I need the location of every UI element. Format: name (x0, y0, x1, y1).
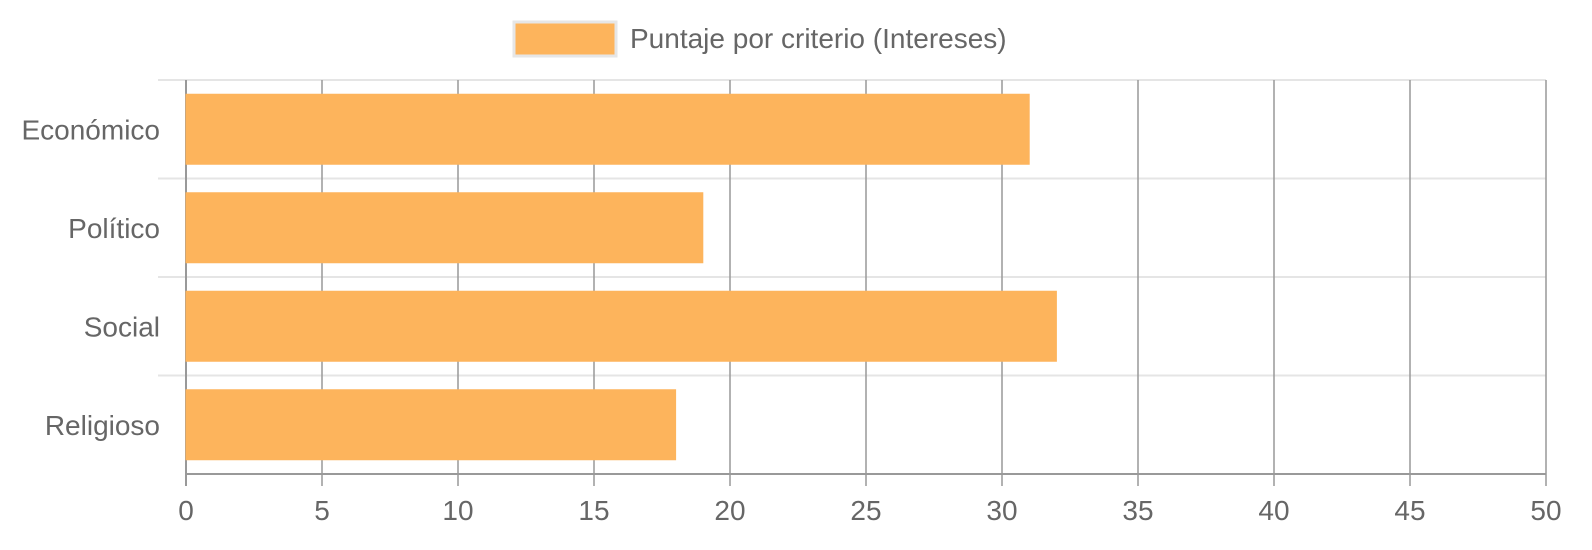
bar-económico[interactable] (185, 93, 1030, 165)
x-tick-label: 25 (850, 495, 881, 526)
bar-social[interactable] (185, 290, 1057, 362)
y-tick-label: Social (84, 311, 160, 342)
x-tick-label: 40 (1258, 495, 1289, 526)
legend-swatch (512, 20, 618, 58)
x-tick-label: 50 (1530, 495, 1561, 526)
x-tick-label: 20 (714, 495, 745, 526)
bars (185, 93, 1057, 461)
x-axis-ticks: 0 5 10 15 20 25 30 35 40 45 50 (178, 495, 1561, 526)
x-tick-label: 10 (442, 495, 473, 526)
x-tick-label: 5 (314, 495, 330, 526)
x-tick-label: 45 (1394, 495, 1425, 526)
bar-religioso[interactable] (185, 389, 677, 461)
legend[interactable]: Puntaje por criterio (Intereses) (512, 20, 1007, 58)
y-tick-label: Religioso (45, 410, 160, 441)
y-tick-label: Económico (21, 114, 160, 145)
legend-label: Puntaje por criterio (Intereses) (630, 23, 1007, 54)
y-tick-label: Político (68, 213, 160, 244)
x-tick-label: 15 (578, 495, 609, 526)
x-tick-label: 0 (178, 495, 194, 526)
y-axis-ticks: Económico Político Social Religioso (21, 114, 160, 441)
bar-político[interactable] (185, 192, 704, 264)
x-tick-label: 35 (1122, 495, 1153, 526)
x-tick-label: 30 (986, 495, 1017, 526)
